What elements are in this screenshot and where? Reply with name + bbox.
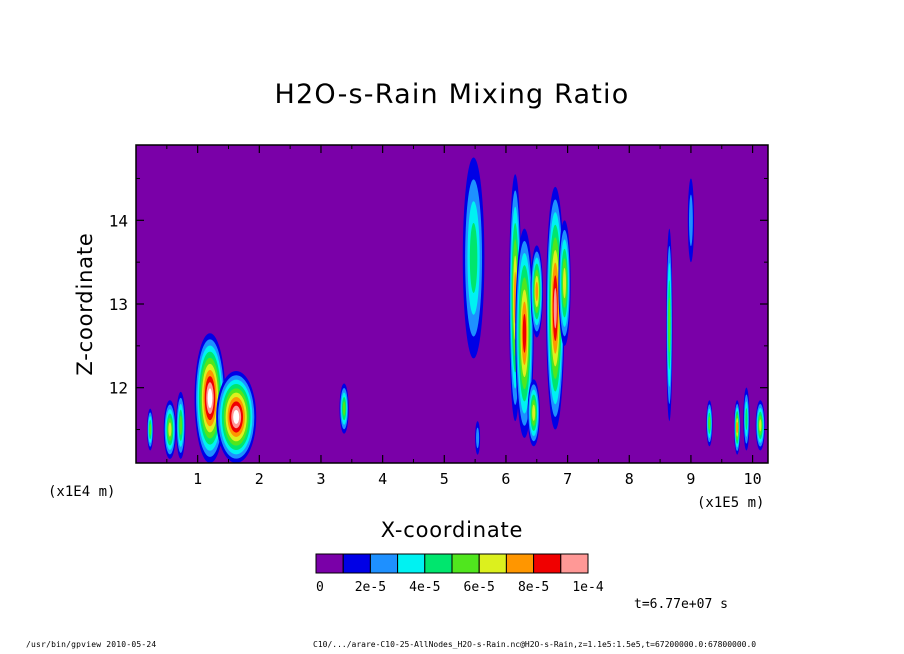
colorbar-swatch-4 — [397, 553, 426, 574]
rain-feature-3 — [176, 391, 186, 459]
x-tick-label: 8 — [625, 470, 634, 488]
chart-title: H2O-s-Rain Mixing Ratio — [275, 79, 630, 110]
x-tick-label: 3 — [316, 470, 325, 488]
rain-feature-8 — [475, 421, 481, 455]
rain-feature-5 — [216, 370, 257, 463]
colorbar: 0 2e-5 4e-5 6e-5 8e-5 1e-4 — [315, 553, 604, 595]
colorbar-label: 1e-4 — [572, 580, 603, 595]
x-tick-label: 10 — [744, 470, 762, 488]
rain-feature-20 — [755, 400, 765, 451]
colorbar-label: 4e-5 — [409, 580, 440, 595]
colorbar-label: 0 — [316, 580, 324, 595]
rain-feature-1 — [147, 408, 154, 451]
colorbar-swatch-1 — [315, 553, 344, 574]
colorbar-label: 2e-5 — [355, 580, 386, 595]
colorbar-swatch-3 — [369, 553, 399, 574]
x-tick-label: 2 — [255, 470, 264, 488]
rain-feature-14 — [558, 220, 571, 346]
rain-feature-15 — [666, 228, 673, 422]
x-tick-label: 7 — [563, 470, 572, 488]
time-label: t=6.77e+07 s — [634, 597, 728, 612]
rain-feature-11 — [527, 379, 540, 447]
footer-program-date: /usr/bin/gpview 2010-05-24 — [26, 640, 157, 649]
colorbar-swatch-8 — [505, 553, 535, 574]
y-tick-label: 13 — [109, 295, 128, 314]
rain-feature-12 — [530, 245, 543, 338]
plot-area — [135, 144, 769, 464]
y-axis: 12 13 14 — [109, 177, 768, 431]
x-tick-label: 6 — [501, 470, 510, 488]
y-axis-label: Z-coordinate — [73, 232, 97, 375]
x-unit-left: (x1E4 m) — [48, 484, 115, 500]
x-tick-label: 9 — [686, 470, 695, 488]
x-axis: 1 2 3 4 5 6 7 8 9 10 — [166, 145, 762, 488]
rain-feature-7 — [462, 157, 485, 359]
x-axis-label: X-coordinate — [381, 518, 524, 542]
colorbar-label: 8e-5 — [518, 580, 549, 595]
colorbar-swatch-2 — [342, 553, 371, 574]
footer-source-path: C10/.../arare-C10-25-AllNodes_H2O-s-Rain… — [313, 640, 757, 649]
colorbar-label: 6e-5 — [464, 580, 495, 595]
rain-feature-6 — [339, 383, 349, 434]
rain-feature-10 — [515, 228, 534, 438]
y-tick-label: 12 — [109, 379, 128, 398]
x-unit-right: (x1E5 m) — [697, 495, 764, 511]
colorbar-swatch-9 — [533, 553, 562, 574]
y-tick-label: 14 — [109, 211, 128, 230]
colorbar-swatch-5 — [424, 553, 453, 574]
colorbar-swatch-7 — [478, 553, 507, 574]
rain-feature-17 — [706, 400, 713, 447]
colorbar-swatch-10 — [560, 553, 589, 574]
rain-feature-19 — [743, 387, 750, 451]
rain-feature-2 — [163, 400, 177, 459]
x-tick-label: 4 — [378, 470, 387, 488]
rain-feature-13 — [546, 186, 565, 430]
rain-feature-16 — [687, 178, 695, 263]
colorbar-swatch-6 — [451, 553, 480, 574]
x-tick-label: 5 — [440, 470, 449, 488]
x-tick-label: 1 — [193, 470, 202, 488]
rain-feature-18 — [734, 400, 741, 455]
